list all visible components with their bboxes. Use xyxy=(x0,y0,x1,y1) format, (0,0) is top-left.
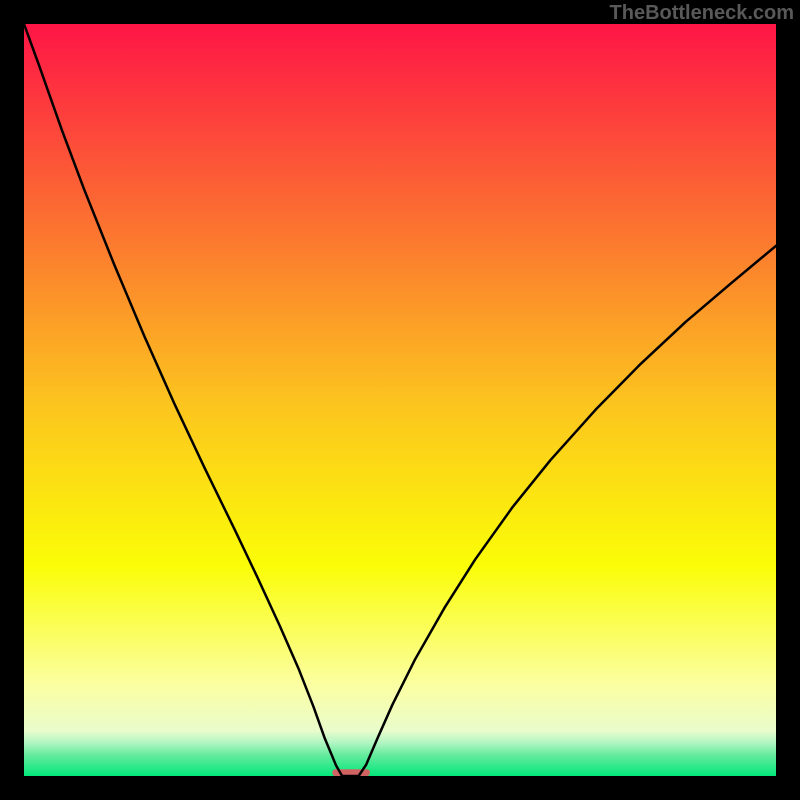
plot-svg xyxy=(24,24,776,776)
watermark-text: TheBottleneck.com xyxy=(610,2,794,25)
plot-frame xyxy=(24,24,776,776)
chart-container: TheBottleneck.com xyxy=(0,0,800,800)
plot-background xyxy=(24,24,776,776)
